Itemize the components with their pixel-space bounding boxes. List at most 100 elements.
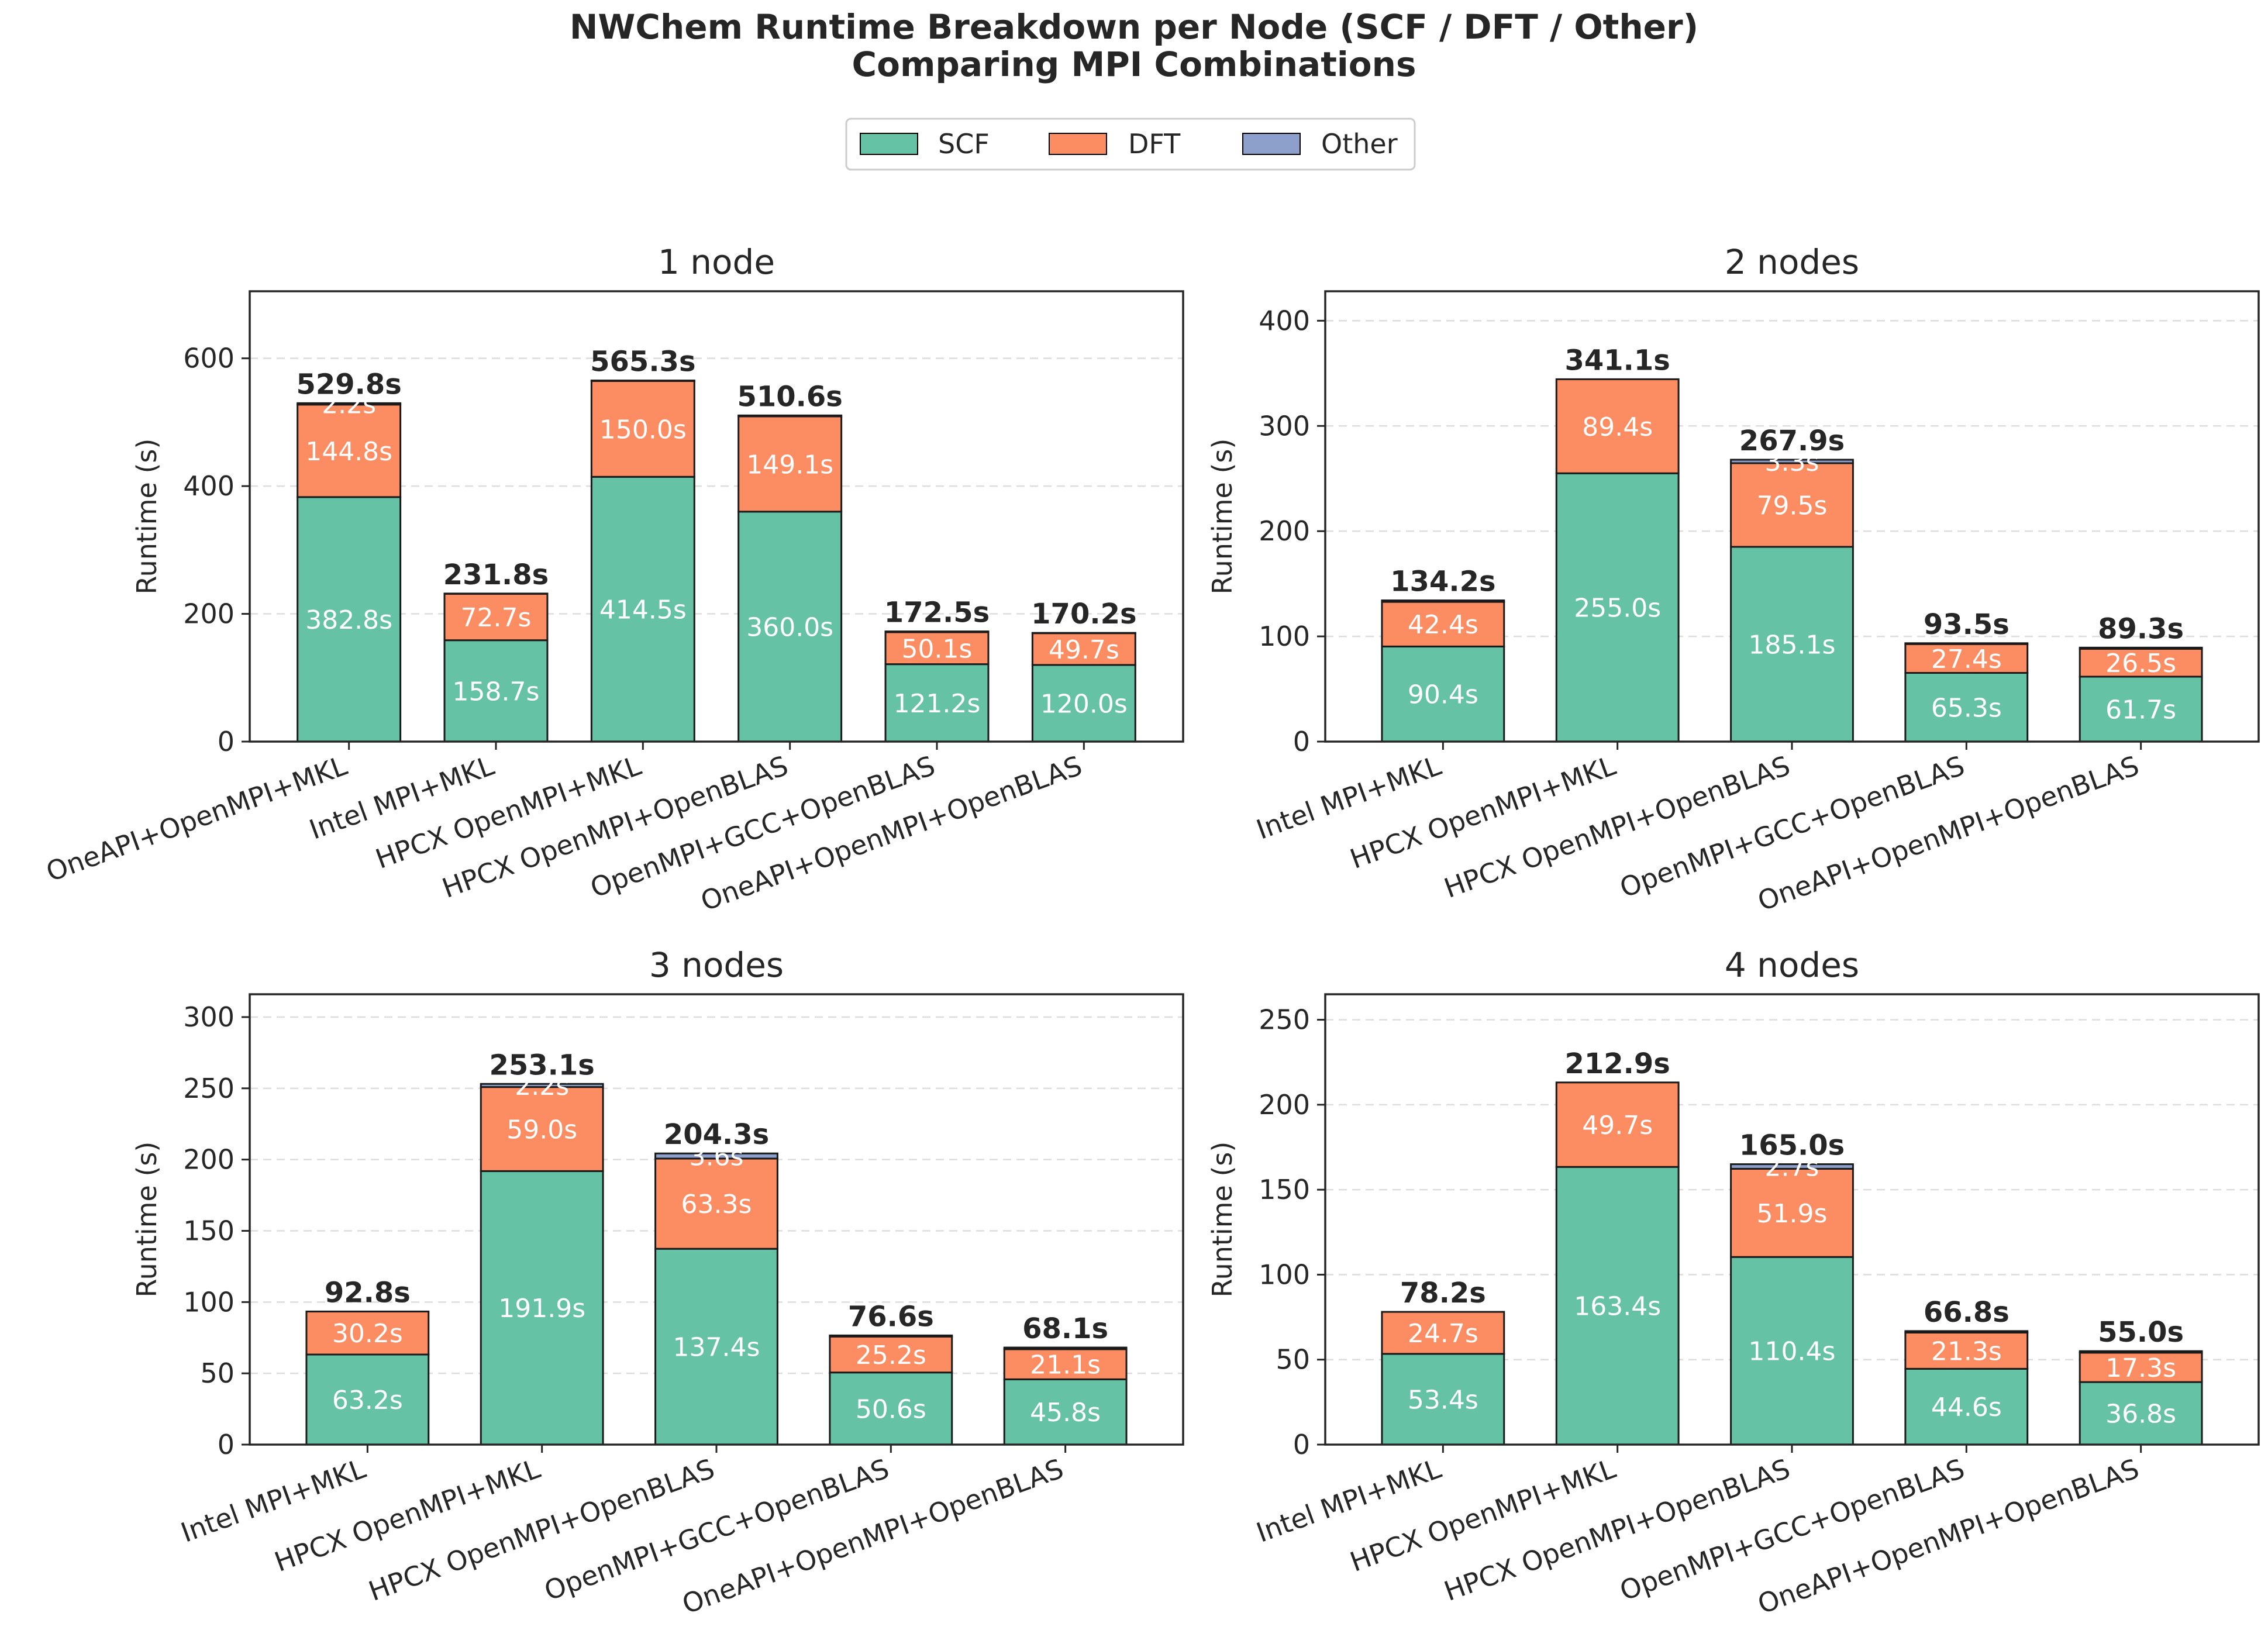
segment-label-scf: 36.8s — [2105, 1400, 2176, 1429]
bar-segment-scf — [1904, 1367, 2029, 1446]
segment-label-scf: 90.4s — [1408, 680, 1478, 710]
bar-segment-scf — [1381, 645, 1505, 743]
segment-label-dft: 25.2s — [856, 1340, 926, 1370]
segment-label-dft: 42.4s — [1408, 610, 1478, 640]
segment-label-other: 3.6s — [690, 1142, 744, 1172]
segment-label-scf: 121.2s — [894, 689, 981, 719]
segment-label-scf: 382.8s — [305, 605, 392, 635]
bar-hpcx-openmpi-openblas: 360.0s 149.1s 510.6s — [737, 380, 843, 743]
bar-segment-other — [1730, 1163, 1854, 1170]
bar-oneapi-openmpi-openblas: 61.7s 26.5s 89.3s — [2079, 612, 2203, 743]
y-tick-label: 400 — [1259, 305, 1310, 336]
panel-title: 3 nodes — [649, 945, 784, 985]
segment-label-scf: 53.4s — [1408, 1385, 1478, 1415]
segment-label-other: 2.2s — [322, 390, 376, 420]
segment-label-dft: 21.1s — [1030, 1350, 1101, 1380]
bar-segment-dft — [884, 631, 990, 666]
bar-total-label: 529.8s — [296, 368, 401, 401]
legend-swatch-dft — [1049, 133, 1107, 155]
segment-label-scf: 360.0s — [746, 612, 833, 642]
y-tick-label: 150 — [1259, 1174, 1310, 1205]
bar-segment-scf — [654, 1248, 778, 1446]
y-tick-label: 100 — [1259, 1259, 1310, 1290]
segment-label-scf: 50.6s — [856, 1394, 926, 1424]
bar-oneapi-openmpi-openblas: 45.8s 21.1s 68.1s — [1003, 1312, 1128, 1446]
bar-intel-mpi-mkl: 158.7s 72.7s 231.8s — [443, 559, 549, 743]
bar-segment-other — [1003, 1346, 1128, 1350]
bar-hpcx-openmpi-mkl: 255.0s 89.4s 341.1s — [1555, 344, 1680, 743]
segment-label-dft: 17.3s — [2105, 1353, 2176, 1383]
bar-segment-dft — [829, 1335, 953, 1374]
bar-total-label: 89.3s — [2098, 612, 2184, 645]
segment-label-scf: 65.3s — [1931, 693, 2002, 723]
bar-segment-dft — [443, 592, 549, 642]
y-tick-label: 250 — [183, 1073, 235, 1104]
figure-title-line-1: NWChem Runtime Breakdown per Node (SCF /… — [570, 7, 1698, 47]
panel-title: 1 node — [658, 242, 775, 282]
segment-label-scf: 137.4s — [673, 1333, 760, 1363]
segment-label-dft: 72.7s — [461, 603, 532, 633]
bar-segment-other — [1381, 599, 1505, 603]
bar-segment-dft — [1730, 1167, 1854, 1258]
bar-total-label: 170.2s — [1031, 598, 1136, 630]
bar-segment-other — [1904, 1330, 2029, 1334]
y-tick-label: 250 — [1259, 1004, 1310, 1036]
segment-label-dft: 51.9s — [1757, 1199, 1828, 1229]
bar-segment-other — [737, 414, 843, 418]
y-tick-label: 400 — [183, 470, 235, 502]
segment-label-dft: 50.1s — [902, 634, 973, 664]
bar-segment-scf — [443, 639, 549, 743]
segment-label-other: 3.3s — [1765, 447, 1819, 477]
bar-total-label: 165.0s — [1739, 1129, 1845, 1162]
bar-openmpi-gcc-openblas: 50.6s 25.2s 76.6s — [829, 1300, 953, 1446]
segment-label-dft: 49.7s — [1049, 635, 1119, 665]
segment-label-dft: 79.5s — [1757, 491, 1828, 521]
bar-segment-dft — [654, 1157, 778, 1250]
figure-title-line-2: Comparing MPI Combinations — [852, 44, 1416, 84]
bar-total-label: 92.8s — [325, 1276, 411, 1309]
legend-item-scf: SCF — [860, 128, 990, 160]
bar-openmpi-gcc-openblas: 44.6s 21.3s 66.8s — [1904, 1296, 2029, 1446]
segment-label-dft: 59.0s — [506, 1115, 577, 1145]
bar-total-label: 66.8s — [1924, 1296, 2010, 1329]
bar-segment-scf — [305, 1353, 430, 1446]
segment-label-dft: 144.8s — [305, 437, 392, 467]
y-tick-label: 150 — [183, 1215, 235, 1246]
segment-label-dft: 63.3s — [681, 1190, 752, 1219]
bar-segment-other — [1904, 642, 2029, 645]
y-tick-label: 300 — [1259, 410, 1310, 442]
bar-total-label: 134.2s — [1390, 566, 1495, 598]
panel-title: 4 nodes — [1725, 945, 1859, 985]
bar-hpcx-openmpi-mkl: 414.5s 150.0s 565.3s — [590, 346, 696, 743]
y-tick-label: 0 — [218, 726, 235, 757]
segment-label-dft: 150.0s — [599, 415, 687, 444]
y-tick-label: 200 — [183, 598, 235, 630]
segment-label-scf: 255.0s — [1574, 594, 1661, 623]
bar-oneapi-openmpi-openblas: 36.8s 17.3s 55.0s — [2079, 1316, 2203, 1446]
bar-openmpi-gcc-openblas: 121.2s 50.1s 172.5s — [884, 597, 990, 743]
bar-openmpi-gcc-openblas: 65.3s 27.4s 93.5s — [1904, 608, 2029, 743]
bar-segment-dft — [737, 415, 843, 513]
segment-label-scf: 45.8s — [1030, 1398, 1101, 1428]
bar-total-label: 204.3s — [664, 1118, 769, 1151]
bar-segment-scf — [590, 475, 695, 743]
y-tick-label: 200 — [183, 1144, 235, 1176]
bar-segment-other — [1730, 459, 1854, 464]
bar-segment-dft — [590, 380, 695, 478]
bar-segment-other — [654, 1152, 778, 1160]
legend-label-scf: SCF — [938, 128, 990, 160]
bar-total-label: 565.3s — [590, 346, 695, 378]
segment-label-dft: 26.5s — [2105, 649, 2176, 678]
bar-hpcx-openmpi-mkl: 163.4s 49.7s 212.9s — [1555, 1047, 1680, 1446]
y-axis-label: Runtime (s) — [1207, 439, 1238, 595]
legend-swatch-scf — [860, 133, 918, 155]
panel-title: 2 nodes — [1725, 242, 1859, 282]
bar-segment-scf — [737, 511, 843, 743]
bar-total-label: 93.5s — [1924, 608, 2010, 641]
bar-oneapi-openmpi-openblas: 120.0s 49.7s 170.2s — [1031, 598, 1137, 743]
bar-total-label: 172.5s — [884, 597, 990, 629]
segment-label-scf: 110.4s — [1749, 1337, 1836, 1367]
